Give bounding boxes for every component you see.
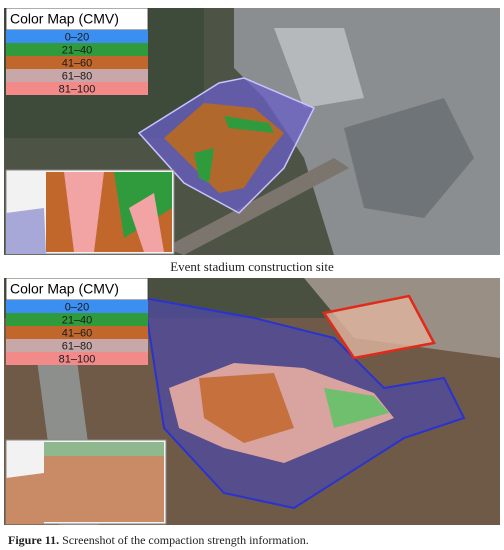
inset-map [44, 442, 164, 456]
legend-swatch [6, 69, 148, 82]
compaction-area [199, 373, 294, 443]
area-boundary [321, 294, 436, 360]
figure-caption: Figure 11. Screenshot of the compaction … [8, 533, 309, 548]
figure-caption-text: Screenshot of the compaction strength in… [62, 533, 309, 547]
legend-swatch [6, 43, 148, 56]
legend-label: 41–60 [62, 327, 93, 339]
inset-map [6, 208, 46, 254]
legend-label: 41–60 [62, 57, 93, 69]
legend-label: 61–80 [62, 70, 93, 82]
compaction-area [324, 388, 389, 428]
inset-map [64, 172, 104, 252]
legend-swatch [6, 30, 148, 43]
legend-swatch [6, 56, 148, 69]
figure-label: Figure 11. [8, 533, 60, 547]
legend-swatch [6, 313, 148, 326]
legend-swatch [6, 339, 148, 352]
legend-label: 81–100 [59, 353, 96, 365]
compaction-area [224, 116, 274, 133]
buildings [344, 98, 474, 218]
legend-label: 0–20 [65, 301, 89, 313]
legend-swatch [6, 300, 148, 313]
subcaption: Event stadium construction site [170, 259, 334, 274]
compaction-area [194, 148, 214, 183]
railway [164, 158, 349, 255]
parking [274, 28, 364, 108]
inset-map [129, 193, 164, 252]
legend-label: 81–100 [59, 83, 96, 95]
legend-label: 0–20 [65, 31, 89, 43]
legend-label: 21–40 [62, 44, 93, 56]
legend-swatch [6, 82, 148, 95]
legend-title: Color Map (CMV) [10, 281, 119, 297]
legend-title: Color Map (CMV) [10, 11, 119, 27]
legend-swatch [6, 326, 148, 339]
inset-map [6, 473, 44, 524]
legend-label: 21–40 [62, 314, 93, 326]
legend-swatch [6, 352, 148, 365]
legend-label: 61–80 [62, 340, 93, 352]
